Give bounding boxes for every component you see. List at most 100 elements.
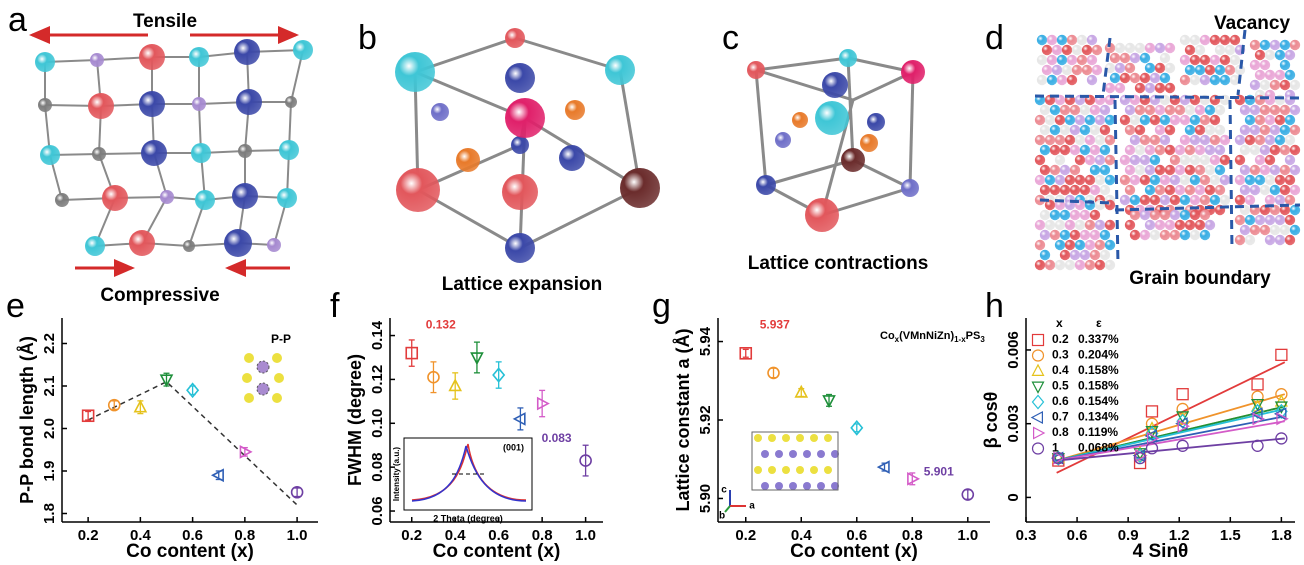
atom [1215, 145, 1225, 155]
atom [789, 450, 797, 458]
marker [1033, 443, 1044, 454]
atom [1160, 230, 1170, 240]
y-tick-label: 2.0 [41, 418, 58, 439]
atom [1047, 75, 1057, 85]
atom [1255, 70, 1265, 80]
marker [1034, 428, 1044, 439]
atom [1205, 145, 1215, 155]
atom [1185, 185, 1195, 195]
atom [1060, 250, 1070, 260]
atom [1290, 80, 1300, 90]
error-bar [430, 362, 436, 393]
atom [267, 238, 281, 252]
atom [183, 240, 195, 252]
grain-boundary [1115, 100, 1118, 265]
atom [1255, 215, 1265, 225]
atom [1035, 260, 1045, 270]
atom [1200, 210, 1210, 220]
atom [1077, 55, 1087, 65]
atom [1230, 35, 1240, 45]
atom [277, 188, 297, 208]
atom [805, 198, 839, 232]
atom [1235, 215, 1245, 225]
atom [1285, 175, 1295, 185]
atom [1095, 175, 1105, 185]
atom [1040, 185, 1050, 195]
atom [1180, 55, 1190, 65]
atom [768, 434, 776, 442]
caption: Lattice expansion [442, 274, 603, 295]
atom [1080, 125, 1090, 135]
atom [1245, 115, 1255, 125]
x-tick-label: 0.2 [78, 527, 99, 544]
atom [1155, 185, 1165, 195]
atom [768, 466, 776, 474]
atom [1035, 240, 1045, 250]
atom [1125, 105, 1135, 115]
atom [822, 72, 848, 98]
atom [1220, 175, 1230, 185]
atom [1100, 250, 1110, 260]
atom [1245, 215, 1255, 225]
x-tick-label: 1.5 [1220, 527, 1241, 544]
atom [1150, 155, 1160, 165]
atom [1285, 195, 1295, 205]
atom [1215, 45, 1225, 55]
x-tick-label: 0.2 [735, 527, 756, 544]
marker [1033, 350, 1044, 361]
atom [1140, 175, 1150, 185]
atom [1170, 115, 1180, 125]
formula-part: 1-x [954, 335, 966, 344]
atom [1265, 155, 1275, 165]
atom [1145, 145, 1155, 155]
legend-label: 0.158% [1078, 379, 1119, 393]
atom [1215, 125, 1225, 135]
atom [1170, 155, 1180, 165]
atom [1045, 175, 1055, 185]
atom [1190, 115, 1200, 125]
y-tick-label: 0 [1005, 493, 1022, 501]
atom [1060, 230, 1070, 240]
atom [1290, 145, 1300, 155]
atom [1130, 230, 1140, 240]
atom [1205, 185, 1215, 195]
atom [1150, 73, 1160, 83]
atom [1087, 55, 1097, 65]
atom [817, 450, 825, 458]
atom [1160, 210, 1170, 220]
atom [274, 373, 284, 383]
atom [1062, 45, 1072, 55]
atom [775, 450, 783, 458]
formula-part: 3 [980, 335, 985, 344]
atom [1155, 63, 1165, 73]
atom [1042, 65, 1052, 75]
atom [1045, 115, 1055, 125]
atom [505, 98, 545, 138]
atom [1120, 195, 1130, 205]
atom [234, 39, 260, 65]
atom [1055, 240, 1065, 250]
y-axis-label: P-P bond length (Å) [17, 336, 37, 504]
atom [279, 140, 299, 160]
atom [1195, 45, 1205, 55]
atom [1235, 235, 1245, 245]
atom [1050, 165, 1060, 175]
atom [1052, 45, 1062, 55]
top-panels [35, 28, 1300, 270]
atom [1040, 165, 1050, 175]
atom [1160, 115, 1170, 125]
formula-part: (VMnNiZn) [899, 330, 954, 342]
atom [1125, 43, 1135, 53]
atom [1280, 80, 1290, 90]
atom [1165, 63, 1175, 73]
atom [1115, 43, 1125, 53]
atom [1200, 155, 1210, 165]
atom [1155, 43, 1165, 53]
atom [55, 193, 69, 207]
atom [1037, 55, 1047, 65]
atom [1235, 195, 1245, 205]
marker [908, 473, 918, 484]
x-tick-label: 0.3 [1016, 527, 1037, 544]
atom [1175, 165, 1185, 175]
atom [1057, 35, 1067, 45]
